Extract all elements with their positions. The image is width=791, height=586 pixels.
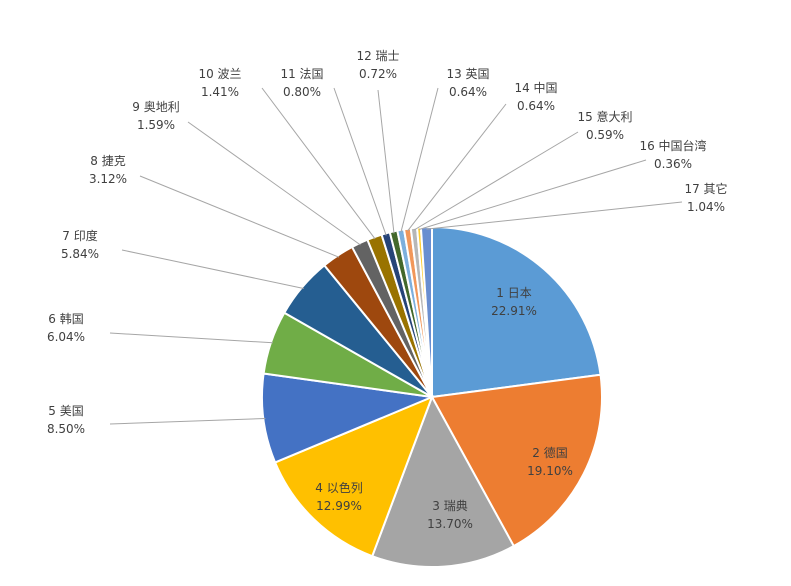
slice-label-15: 15 意大利 [577, 109, 632, 124]
pie-slice-1 [431, 225, 602, 399]
slice-label-11: 11 法国 [280, 67, 323, 81]
slice-label-3: 3 瑞典 [432, 499, 467, 513]
leader-line-6 [109, 332, 274, 344]
leader-line-13 [400, 87, 439, 233]
leader-line-17 [426, 201, 683, 230]
slice-value-2: 19.10% [527, 464, 573, 478]
pie-slice-4 [273, 395, 434, 558]
slice-label-1: 1 日本 [496, 286, 531, 300]
slice-value-14: 0.64% [517, 99, 555, 113]
slice-label-14: 14 中国 [514, 80, 557, 95]
slice-value-10: 1.41% [201, 85, 239, 99]
slice-label-9: 9 奥地利 [132, 100, 179, 114]
slice-value-12: 0.72% [359, 67, 397, 81]
leader-line-5 [109, 418, 266, 425]
leader-line-12 [377, 89, 395, 234]
slice-label-13: 13 英国 [446, 67, 489, 81]
slice-value-13: 0.64% [449, 85, 487, 99]
slice-label-4: 4 以色列 [315, 481, 362, 495]
slice-value-17: 1.04% [687, 200, 725, 214]
slice-label-6: 6 韩国 [48, 311, 83, 326]
leader-line-15 [413, 131, 579, 231]
slice-label-12: 12 瑞士 [356, 49, 399, 63]
slice-value-9: 1.59% [137, 118, 175, 132]
leader-line-10 [261, 87, 376, 240]
slice-label-5: 5 美国 [48, 404, 83, 418]
leader-line-9 [187, 121, 361, 246]
leader-line-16 [418, 159, 647, 230]
slice-value-1: 22.91% [491, 304, 537, 318]
slice-label-16: 16 中国台湾 [639, 138, 706, 153]
slice-label-10: 10 波兰 [198, 67, 241, 81]
leader-line-8 [139, 175, 340, 258]
pie-slice-2 [430, 373, 603, 548]
slice-value-6: 6.04% [47, 330, 85, 344]
slice-value-16: 0.36% [654, 157, 692, 171]
slice-label-8: 8 捷克 [90, 154, 125, 168]
slice-label-17: 17 其它 [684, 181, 727, 196]
slice-value-4: 12.99% [316, 499, 362, 513]
slice-value-11: 0.80% [283, 85, 321, 99]
slice-value-7: 5.84% [61, 247, 99, 261]
slice-label-7: 7 印度 [62, 228, 97, 243]
leader-line-7 [121, 249, 304, 289]
slice-value-5: 8.50% [47, 422, 85, 436]
leader-line-14 [407, 103, 507, 232]
slice-value-8: 3.12% [89, 172, 127, 186]
slice-label-2: 2 德国 [532, 445, 567, 460]
slice-value-15: 0.59% [586, 128, 624, 142]
pie-slice-3 [370, 394, 516, 568]
leader-line-11 [333, 87, 387, 236]
slice-value-3: 13.70% [427, 517, 473, 531]
